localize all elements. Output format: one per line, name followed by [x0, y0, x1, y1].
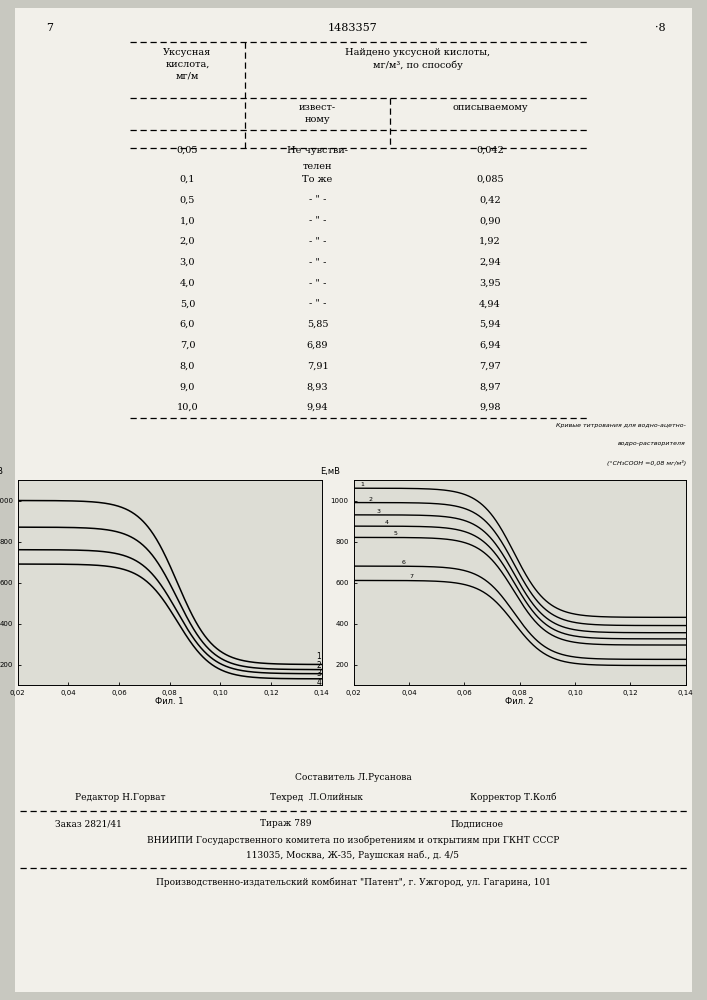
Text: 5,94: 5,94 — [479, 320, 501, 329]
Text: 1,0: 1,0 — [180, 216, 195, 225]
Text: Уксусная
кислота,
мг/м: Уксусная кислота, мг/м — [163, 48, 211, 81]
Text: 2,0: 2,0 — [180, 237, 195, 246]
Text: ·8: ·8 — [655, 23, 665, 33]
Text: 5,85: 5,85 — [307, 320, 328, 329]
Text: ВНИИПИ Государственного комитета по изобретениям и открытиям при ГКНТ СССР: ВНИИПИ Государственного комитета по изоб… — [147, 835, 559, 845]
Text: 3,95: 3,95 — [479, 278, 501, 288]
Text: 7: 7 — [47, 23, 54, 33]
Text: 4: 4 — [385, 520, 389, 525]
Text: 5: 5 — [393, 531, 397, 536]
Text: 0,1: 0,1 — [180, 175, 195, 184]
Text: 0,042: 0,042 — [476, 146, 504, 155]
Text: описываемому: описываемому — [452, 103, 528, 112]
Text: Найдено уксусной кислоты,
мг/м³, по способу: Найдено уксусной кислоты, мг/м³, по спос… — [345, 48, 490, 70]
Text: 0,05: 0,05 — [177, 146, 198, 155]
Text: 113035, Москва, Ж-35, Раушская наб., д. 4/5: 113035, Москва, Ж-35, Раушская наб., д. … — [247, 850, 460, 860]
Text: 8,97: 8,97 — [479, 382, 501, 391]
Text: 7,97: 7,97 — [479, 362, 501, 371]
Text: Тираж 789: Тираж 789 — [260, 820, 312, 828]
Text: 7: 7 — [409, 574, 414, 579]
Text: 10,0: 10,0 — [177, 403, 198, 412]
Y-axis label: E,мВ: E,мВ — [0, 467, 4, 476]
Text: Не чувстви-: Не чувстви- — [287, 146, 348, 155]
Text: 7,91: 7,91 — [307, 362, 328, 371]
Text: - " -: - " - — [309, 237, 326, 246]
Text: 4,0: 4,0 — [180, 278, 195, 288]
Text: Составитель Л.Русанова: Составитель Л.Русанова — [295, 774, 411, 782]
X-axis label: Фил. 2: Фил. 2 — [506, 697, 534, 706]
Text: 2: 2 — [317, 661, 322, 670]
Text: 0,42: 0,42 — [479, 195, 501, 204]
Text: 3: 3 — [376, 509, 380, 514]
Text: 6,0: 6,0 — [180, 320, 195, 329]
Text: То же: То же — [303, 175, 332, 184]
X-axis label: Фил. 1: Фил. 1 — [156, 697, 184, 706]
Text: 9,98: 9,98 — [479, 403, 501, 412]
Text: 1: 1 — [360, 482, 363, 487]
Text: - " -: - " - — [309, 258, 326, 267]
Text: Производственно-издательский комбинат "Патент", г. Ужгород, ул. Гагарина, 101: Производственно-издательский комбинат "П… — [156, 877, 551, 887]
Text: 1: 1 — [317, 652, 322, 661]
Text: 6: 6 — [402, 560, 405, 565]
Text: 8,0: 8,0 — [180, 362, 195, 371]
Text: 3,0: 3,0 — [180, 258, 195, 267]
Text: Кривые титрования для водно-ацетно-: Кривые титрования для водно-ацетно- — [556, 423, 686, 428]
Text: Заказ 2821/41: Заказ 2821/41 — [55, 820, 122, 828]
Text: 9,0: 9,0 — [180, 382, 195, 391]
Text: - " -: - " - — [309, 299, 326, 308]
Text: Корректор Т.Колб: Корректор Т.Колб — [470, 792, 556, 802]
Text: 7,0: 7,0 — [180, 341, 195, 350]
Text: - " -: - " - — [309, 278, 326, 288]
Text: 2,94: 2,94 — [479, 258, 501, 267]
Text: 0,90: 0,90 — [479, 216, 501, 225]
Text: 5,0: 5,0 — [180, 299, 195, 308]
Text: 8,93: 8,93 — [307, 382, 328, 391]
Text: 4: 4 — [317, 678, 322, 687]
Text: водро-растворителя: водро-растворителя — [618, 441, 686, 446]
Text: Подписное: Подписное — [450, 820, 503, 828]
Text: - " -: - " - — [309, 216, 326, 225]
Text: телен: телен — [303, 162, 332, 171]
Text: Техред  Л.Олийнык: Техред Л.Олийнык — [270, 792, 363, 802]
Text: (°CH₃COOH =0,08 мг/м³): (°CH₃COOH =0,08 мг/м³) — [607, 460, 686, 466]
Text: 9,94: 9,94 — [307, 403, 328, 412]
Text: Редактор Н.Горват: Редактор Н.Горват — [75, 792, 165, 802]
Text: 0,5: 0,5 — [180, 195, 195, 204]
Text: 4,94: 4,94 — [479, 299, 501, 308]
Text: 2: 2 — [368, 497, 372, 502]
Text: 3: 3 — [317, 669, 322, 678]
Y-axis label: E,мВ: E,мВ — [320, 467, 340, 476]
Text: 0,085: 0,085 — [477, 175, 504, 184]
Text: 1,92: 1,92 — [479, 237, 501, 246]
Text: 6,89: 6,89 — [307, 341, 328, 350]
Text: - " -: - " - — [309, 195, 326, 204]
Text: 1483357: 1483357 — [328, 23, 378, 33]
Text: извест-
ному: извест- ному — [299, 103, 336, 124]
Text: 6,94: 6,94 — [479, 341, 501, 350]
